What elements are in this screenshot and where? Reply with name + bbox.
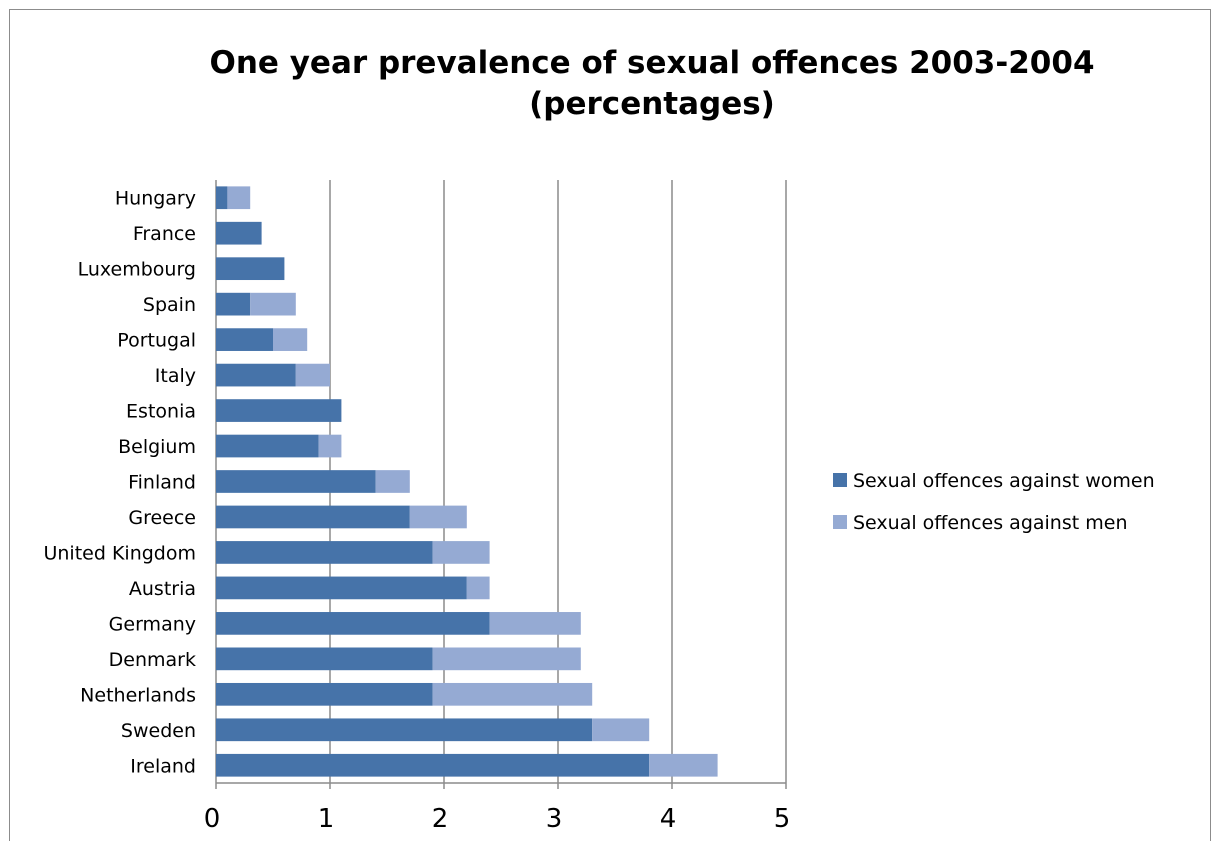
bars <box>216 186 718 777</box>
bar-ireland-women <box>216 753 650 777</box>
chart-title: One year prevalence of sexual offences 2… <box>209 45 1094 81</box>
bar-finland-men <box>375 470 410 493</box>
bar-greece-men <box>409 505 467 529</box>
x-tick-labels: 0 1 2 3 4 5 <box>204 804 791 834</box>
x-tick-label: 4 <box>660 804 677 834</box>
category-label: Netherlands <box>80 684 196 706</box>
bar-france-women <box>216 221 262 245</box>
chart-title-line2: (percentages) <box>529 86 775 122</box>
category-label: United Kingdom <box>43 542 196 564</box>
chart-frame <box>9 9 1211 841</box>
bar-portugal-men <box>273 328 308 351</box>
bar-netherlands-women <box>216 682 433 706</box>
bar-belgium-women <box>216 434 319 458</box>
category-label: Denmark <box>109 649 196 671</box>
category-label: Sweden <box>121 720 196 742</box>
legend: Sexual offences against women Sexual offe… <box>833 470 1155 534</box>
legend-label: Sexual offences against women <box>853 470 1155 492</box>
bar-germany-men <box>489 612 581 635</box>
bar-finland-women <box>216 470 376 493</box>
category-label: Finland <box>128 472 196 494</box>
bar-estonia-women <box>216 399 342 422</box>
bar-denmark-women <box>216 647 433 671</box>
bar-hungary-men <box>227 186 251 210</box>
bar-denmark-men <box>432 647 581 671</box>
category-label: Portugal <box>117 330 196 352</box>
bar-greece-women <box>216 505 410 529</box>
bar-netherlands-men <box>432 682 593 706</box>
bar-united-kingdom-women <box>216 541 433 564</box>
bar-luxembourg-women <box>216 257 285 281</box>
category-label: Germany <box>109 613 196 635</box>
x-tick-label: 5 <box>774 804 791 834</box>
bar-italy-men <box>295 363 330 387</box>
bar-spain-men <box>250 292 296 316</box>
category-label: Estonia <box>126 401 196 423</box>
category-label: Spain <box>143 294 196 316</box>
category-label: France <box>133 223 196 245</box>
bar-ireland-men <box>649 753 718 777</box>
x-tick-label: 0 <box>204 804 221 834</box>
bar-germany-women <box>216 612 490 635</box>
bar-sweden-men <box>592 718 650 742</box>
category-label: Luxembourg <box>78 259 196 281</box>
bar-hungary-women <box>216 186 228 210</box>
category-label: Belgium <box>118 436 196 458</box>
category-label: Greece <box>128 507 196 529</box>
bar-sweden-women <box>216 718 593 742</box>
category-label: Ireland <box>130 755 196 777</box>
x-tick-label: 2 <box>432 804 449 834</box>
legend-swatch <box>833 473 847 487</box>
x-tick-label: 1 <box>318 804 335 834</box>
bar-spain-women <box>216 292 251 316</box>
category-label: Italy <box>155 365 196 387</box>
category-label: Hungary <box>115 188 196 210</box>
bar-belgium-men <box>318 434 342 458</box>
category-label: Austria <box>129 578 196 600</box>
legend-swatch <box>833 515 847 529</box>
bar-united-kingdom-men <box>432 541 490 564</box>
category-labels: Hungary France Luxembourg Spain Portugal Ital… <box>43 188 196 778</box>
bar-austria-women <box>216 576 467 600</box>
bar-italy-women <box>216 363 296 387</box>
bar-portugal-women <box>216 328 273 351</box>
x-tick-label: 3 <box>546 804 563 834</box>
bar-austria-men <box>466 576 490 600</box>
legend-label: Sexual offences against men <box>853 512 1127 534</box>
